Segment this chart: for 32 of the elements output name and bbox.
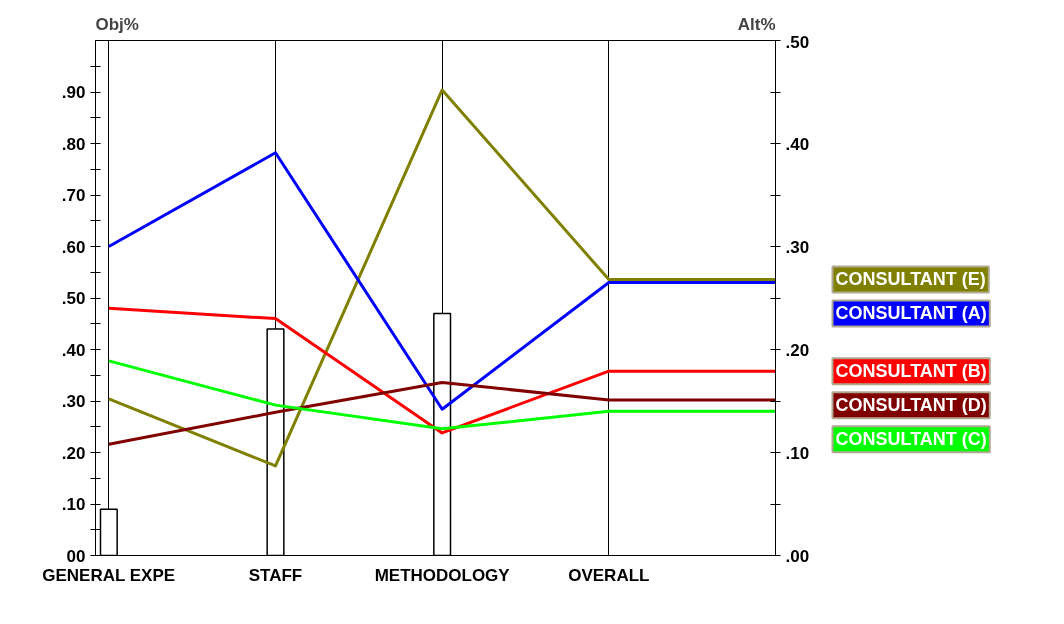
text: CONSULTANT (A) [835,303,987,324]
x-tick-label: METHODOLOGY [374,565,511,585]
y-tick-label: .60 [61,237,86,257]
y2-tick-label: .10 [785,443,810,463]
y-tick-label: .90 [61,83,86,102]
y2-axis-title: Alt% [737,14,776,34]
text: CONSULTANT (B) [835,361,987,382]
y2-tick-label: .40 [785,134,810,154]
y-axis-title: Obj% [95,14,139,34]
y-tick-label: .40 [61,340,86,360]
y2-tick-label: .20 [785,340,810,360]
line-series [107,88,776,468]
y-tick-label: .30 [61,392,86,411]
line-series [107,151,776,411]
x-tick-label: OVERALL [568,565,650,585]
y2-tick-label: .00 [785,546,810,566]
y-tick-label: 00 [66,546,86,566]
y2-tick-label: .50 [785,32,810,52]
text: CONSULTANT (E) [835,269,986,290]
text: CONSULTANT (C) [835,429,987,450]
y-tick-label: .20 [61,443,86,463]
x-tick-label: GENERAL EXPE [42,565,176,585]
text: CONSULTANT (D) [835,395,987,416]
y-tick-label: .80 [61,134,86,154]
y-tick-label: .70 [61,186,86,205]
x-tick-label: STAFF [248,565,303,585]
line-series [107,306,776,435]
y-tick-label: .50 [61,289,86,308]
line-series [107,380,776,446]
y2-tick-label: .30 [785,237,810,257]
y-tick-label: .10 [61,495,86,514]
line-series [107,359,776,431]
